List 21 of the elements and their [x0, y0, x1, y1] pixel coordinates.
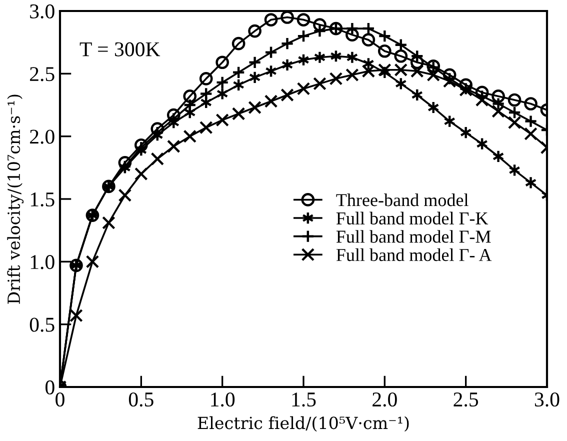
x-tick-label: 2.0	[372, 392, 397, 407]
y-tick-label: 2.0	[30, 130, 54, 144]
y-tick-label: 3.0	[30, 4, 54, 19]
x-tick-label: 3.0	[534, 392, 560, 407]
x-tick-label: 1.5	[292, 392, 316, 407]
legend-label: Full band model Γ-K	[336, 212, 488, 225]
y-tick-label: 2.5	[30, 67, 54, 82]
x-tick-label: 1.0	[211, 392, 235, 407]
y-tick-label: 1.0	[30, 255, 54, 270]
legend-label: Full band model Γ-M	[336, 230, 491, 243]
y-tick-label: 1.5	[30, 192, 54, 207]
legend-label: Full band model Γ- A	[336, 248, 492, 262]
y-tick-label: 0	[46, 380, 54, 394]
x-tick-label: 0.5	[128, 392, 154, 407]
legend-label: Three-band model	[336, 194, 468, 206]
x-tick-label: 0	[56, 392, 64, 407]
x-tick-label: 2.5	[454, 392, 478, 407]
x-axis-title: Electric field/(10⁵V·cm⁻¹)	[198, 416, 409, 432]
y-axis-title: Drift velocity/(10⁷cm·s⁻¹)	[7, 94, 24, 304]
annotation: T = 300K	[80, 42, 160, 56]
y-tick-label: 0.5	[30, 318, 54, 332]
